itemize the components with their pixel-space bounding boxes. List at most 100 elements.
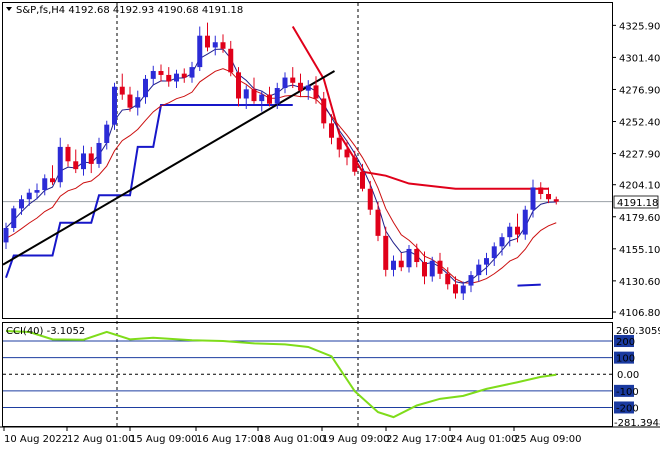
cci-title: CCI(40) -3.1052 <box>6 326 85 337</box>
price-tick-label: 4130.60 <box>619 277 660 288</box>
bear-candle[interactable] <box>65 146 71 162</box>
bull-candle[interactable] <box>143 78 148 98</box>
bull-candle[interactable] <box>189 67 195 78</box>
bear-candle[interactable] <box>367 188 373 210</box>
bear-candle[interactable] <box>166 74 172 82</box>
dropdown-triangle-icon[interactable] <box>6 7 12 11</box>
cci-level-label: 200 <box>616 337 635 348</box>
bull-candle[interactable] <box>3 228 9 243</box>
bear-candle[interactable] <box>290 77 296 83</box>
bear-candle[interactable] <box>360 171 365 189</box>
bull-candle[interactable] <box>274 88 280 104</box>
bear-candle[interactable] <box>321 98 327 124</box>
price-panel[interactable] <box>2 22 612 300</box>
bull-candle[interactable] <box>150 71 156 79</box>
bear-candle[interactable] <box>383 235 389 270</box>
bear-candle[interactable] <box>515 226 520 235</box>
bull-candle[interactable] <box>212 42 218 48</box>
bull-candle[interactable] <box>522 209 528 235</box>
bull-candle[interactable] <box>96 142 102 164</box>
bear-candle[interactable] <box>553 199 559 202</box>
bull-candle[interactable] <box>429 260 435 277</box>
bear-candle[interactable] <box>453 284 458 294</box>
bull-candle[interactable] <box>530 187 536 210</box>
bull-candle[interactable] <box>57 146 63 183</box>
bull-candle[interactable] <box>243 89 249 99</box>
bear-candle[interactable] <box>329 123 334 138</box>
bear-candle[interactable] <box>336 137 342 150</box>
price-tick-label: 4301.40 <box>619 53 660 64</box>
bear-candle[interactable] <box>158 71 164 75</box>
bull-candle[interactable] <box>42 178 48 191</box>
price-tick-label: 4204.10 <box>619 181 660 192</box>
bear-candle[interactable] <box>422 262 427 277</box>
time-tick-label: 22 Aug 17:00 <box>386 434 453 445</box>
bear-candle[interactable] <box>119 86 125 95</box>
bull-candle[interactable] <box>305 85 311 91</box>
bear-candle[interactable] <box>228 48 234 73</box>
bull-candle[interactable] <box>197 35 203 68</box>
price-tick-label: 4227.90 <box>619 150 660 161</box>
bear-candle[interactable] <box>205 35 210 48</box>
bear-candle[interactable] <box>298 82 303 91</box>
bull-candle[interactable] <box>491 246 497 259</box>
slow-moving-average <box>5 68 557 284</box>
bear-candle[interactable] <box>445 273 451 285</box>
bear-candle[interactable] <box>50 178 55 183</box>
bear-candle[interactable] <box>267 94 272 104</box>
bull-candle[interactable] <box>507 226 513 238</box>
bull-candle[interactable] <box>34 190 40 193</box>
bear-candle[interactable] <box>437 260 443 274</box>
bear-candle[interactable] <box>220 42 226 49</box>
cci-level-label: 0.00 <box>617 370 639 381</box>
bull-candle[interactable] <box>174 73 179 82</box>
bear-candle[interactable] <box>313 85 319 99</box>
price-axis[interactable]: 4325.90 4301.40 4276.90 4252.40 4227.90 4204.… <box>612 21 660 319</box>
bear-candle[interactable] <box>375 209 381 236</box>
current-price-box <box>613 195 659 209</box>
bull-candle[interactable] <box>406 248 412 268</box>
cci-level-labels: 200 100 0.00 -100 -200 <box>614 335 639 414</box>
bear-candle[interactable] <box>73 161 79 170</box>
bull-candle[interactable] <box>484 258 489 265</box>
bull-candle[interactable] <box>11 208 17 229</box>
bull-candle[interactable] <box>282 77 288 89</box>
bear-candle[interactable] <box>344 149 350 158</box>
bear-candle[interactable] <box>127 94 133 108</box>
bear-candle[interactable] <box>88 153 94 164</box>
cci-indicator[interactable] <box>3 330 612 419</box>
bear-candle[interactable] <box>414 248 420 263</box>
lower-stop-band <box>5 104 293 279</box>
time-tick-label: 10 Aug 2022 <box>4 434 68 445</box>
bull-candle[interactable] <box>460 285 466 294</box>
cci-level-label: -100 <box>616 387 639 398</box>
bull-candle[interactable] <box>112 86 117 125</box>
time-tick-label: 24 Aug 01:00 <box>450 434 517 445</box>
time-tick-label: 19 Aug 09:00 <box>322 434 389 445</box>
bear-candle[interactable] <box>538 187 544 194</box>
bull-candle[interactable] <box>499 237 505 247</box>
price-tick-label: 4155.10 <box>619 245 660 256</box>
bear-candle[interactable] <box>236 72 241 99</box>
bull-candle[interactable] <box>259 94 265 102</box>
current-price-label: 4191.18 <box>617 198 658 209</box>
bear-candle[interactable] <box>352 157 358 172</box>
bear-candle[interactable] <box>546 193 551 200</box>
bull-candle[interactable] <box>19 199 24 209</box>
bull-candle[interactable] <box>26 192 32 200</box>
bull-candle[interactable] <box>135 97 141 108</box>
cci-level-badge <box>614 351 634 364</box>
price-tick-label: 4325.90 <box>619 21 660 32</box>
time-tick-label: 16 Aug 17:00 <box>196 434 263 445</box>
bull-candle[interactable] <box>81 153 86 170</box>
bull-candle[interactable] <box>104 124 110 143</box>
bull-candle[interactable] <box>476 264 482 276</box>
bear-candle[interactable] <box>181 73 187 78</box>
bull-candle[interactable] <box>468 275 474 286</box>
bear-candle[interactable] <box>398 260 404 268</box>
bull-candle[interactable] <box>391 260 396 270</box>
bear-candle[interactable] <box>251 89 257 102</box>
